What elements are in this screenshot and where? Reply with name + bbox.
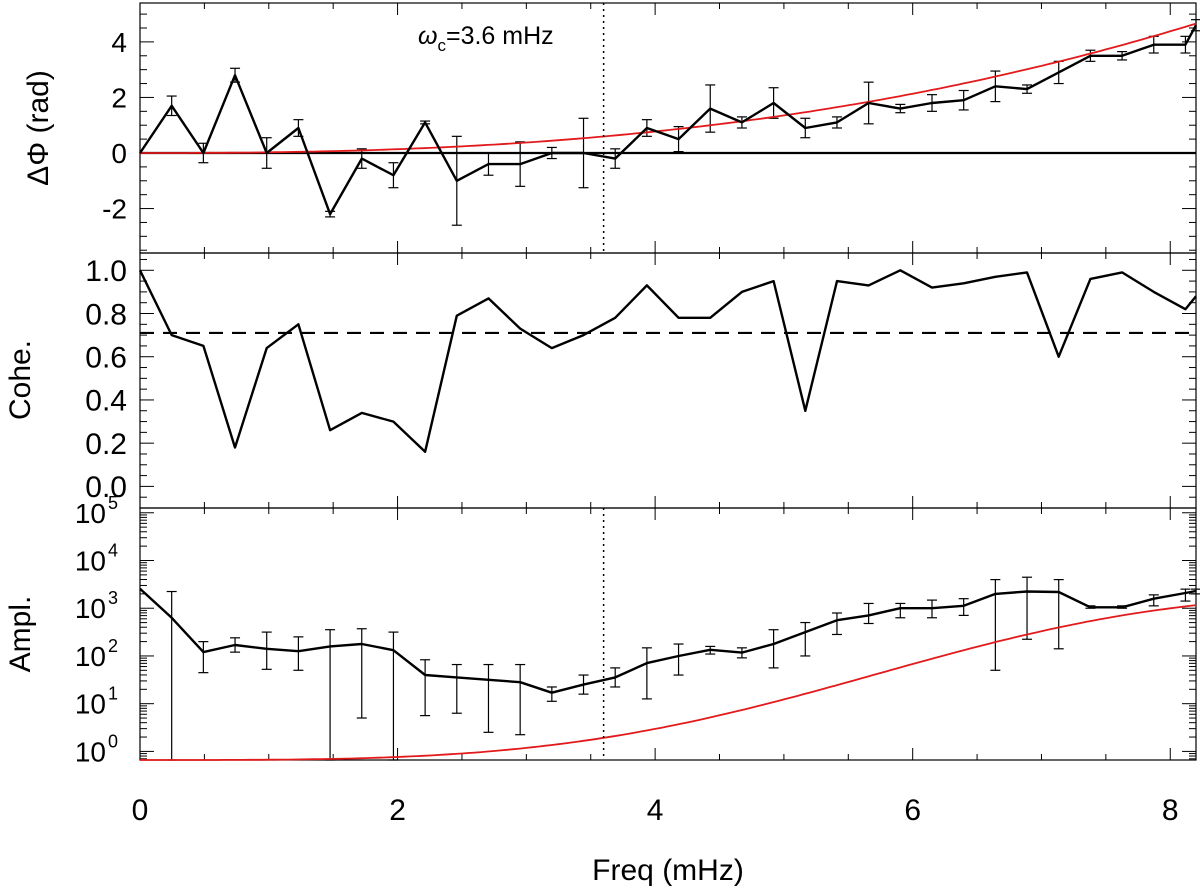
amplitude-ytick-label: 10 (75, 593, 106, 624)
coherence-ytick-labels: 0.0 0.2 0.4 0.6 0.8 1.0 (85, 255, 127, 504)
amplitude-ytick-label: 10 (75, 736, 106, 767)
amplitude-ytick-exponent: 2 (108, 636, 118, 656)
amplitude-ytick-exponent: 4 (108, 541, 118, 561)
coherence-panel: 0.0 0.2 0.4 0.6 0.8 1.0 Cohe. (4, 252, 1197, 509)
x-tick-label: 0 (132, 794, 149, 827)
coherence-ytick-label: 0.6 (85, 342, 127, 375)
phase-data-line (139, 24, 1198, 216)
amplitude-ytick-exponent: 3 (108, 588, 118, 608)
x-tick-label: 8 (1162, 794, 1179, 827)
x-tick-label: 6 (904, 794, 921, 827)
amplitude-ytick-label: 10 (75, 641, 106, 672)
phase-ytick-label: 0 (111, 138, 127, 169)
amplitude-ytick-exponent: 5 (108, 493, 118, 513)
coherence-axes-frame (139, 252, 1197, 509)
coherence-data-line (138, 269, 1197, 453)
coherence-ylabel: Cohe. (4, 340, 37, 420)
coherence-ytick-label: 1.0 (85, 255, 127, 288)
x-axis-label: Freq (mHz) (592, 854, 744, 887)
cutoff-value: =3.6 mHz (446, 22, 554, 50)
phase-ylabel: ΔΦ (rad) (22, 70, 55, 186)
coherence-ytick-label: 0.4 (85, 385, 127, 418)
amplitude-ytick-label: 10 (75, 546, 106, 577)
coherence-ytick-label: 0.8 (85, 298, 127, 331)
omega-subscript: c (437, 36, 446, 55)
phase-panel: -2 0 2 4 ΔΦ (rad) ωc=3.6 mHz (22, 2, 1200, 254)
x-tick-labels: 0 2 4 6 8 (132, 794, 1179, 827)
coherence-ytick-label: 0.2 (85, 428, 127, 461)
coherence-axis-ticks (139, 253, 1196, 509)
amplitude-ytick-exponent: 0 (108, 731, 118, 751)
x-tick-label: 2 (389, 794, 406, 827)
phase-ytick-label: 4 (111, 27, 127, 58)
amplitude-ytick-label: 10 (75, 689, 106, 720)
amplitude-axis-ticks (139, 508, 1196, 760)
cutoff-annotation: ωc=3.6 mHz (418, 22, 554, 55)
amplitude-ytick-exponent: 1 (108, 684, 118, 704)
phase-plot-area (139, 19, 1200, 226)
phase-ytick-label: 2 (111, 83, 127, 114)
phase-ytick-label: -2 (102, 194, 127, 225)
amplitude-ytick-label: 10 (75, 498, 106, 529)
amplitude-fit-curve (140, 604, 1197, 761)
amplitude-plot-area (139, 576, 1200, 761)
amplitude-axes-frame (139, 507, 1197, 761)
x-tick-label: 4 (647, 794, 664, 827)
coherence-plot-area (138, 269, 1197, 453)
amplitude-data-line (139, 587, 1197, 694)
phase-fit-curve (140, 22, 1197, 154)
amplitude-ylabel: Ampl. (4, 596, 37, 673)
coherence-ytick-label: 0.0 (85, 471, 127, 504)
phase-ytick-labels: -2 0 2 4 (102, 27, 127, 225)
omega-symbol: ω (418, 22, 437, 50)
